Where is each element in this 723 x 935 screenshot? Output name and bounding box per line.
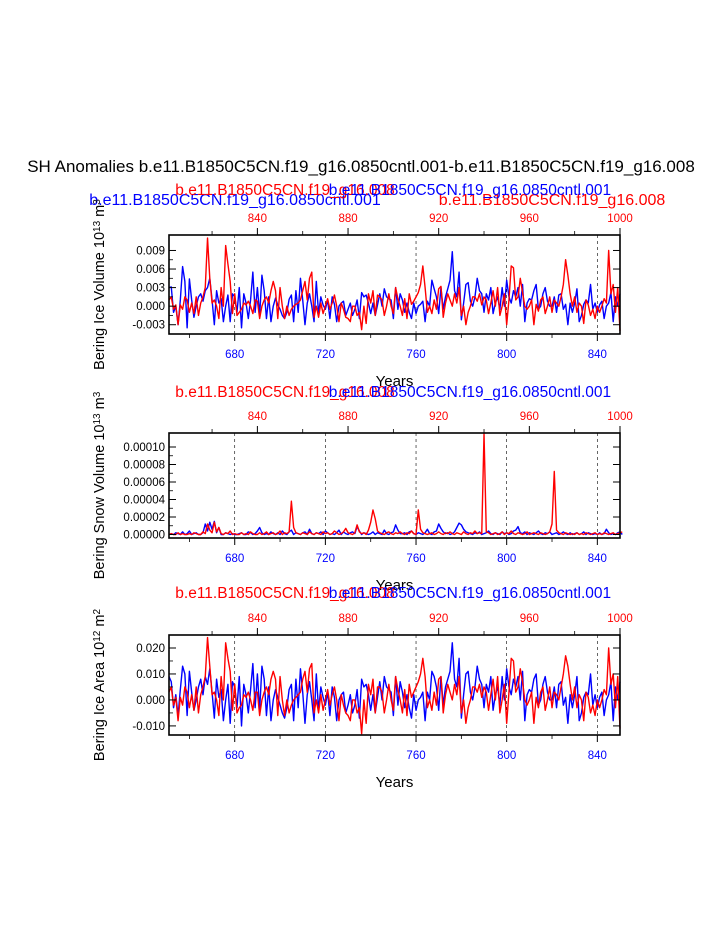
y-tick-label: 0.00000 bbox=[123, 530, 165, 542]
x-tick-label-top: 840 bbox=[248, 613, 267, 625]
y-tick-label: 0.00008 bbox=[123, 460, 165, 472]
x-tick-label-bottom: 760 bbox=[406, 553, 425, 565]
y-tick-label: 0.020 bbox=[136, 643, 165, 655]
y-tick-label: 0.00004 bbox=[123, 495, 165, 507]
x-tick-label-top: 840 bbox=[248, 213, 267, 225]
y-tick-label: 0.00002 bbox=[123, 512, 165, 524]
y-axis-label-text: m bbox=[92, 205, 108, 221]
x-tick-label-top: 1000 bbox=[607, 411, 633, 423]
x-tick-label-top: 1000 bbox=[607, 613, 633, 625]
x-tick-label-top: 880 bbox=[338, 613, 357, 625]
x-tick-label-top: 960 bbox=[520, 411, 539, 423]
y-tick-label: -0.003 bbox=[132, 320, 165, 332]
y-tick-label: 0.009 bbox=[136, 245, 165, 257]
panel-title-red: b.e11.B1850C5CN.f19_g16.008 bbox=[175, 384, 394, 401]
chart-panel-3: -0.010 0.000 0.010 0.020 680 720 760 800 840 840 8… bbox=[92, 585, 633, 791]
y-tick-label: 0.006 bbox=[136, 264, 165, 276]
x-tick-label-top: 840 bbox=[248, 411, 267, 423]
x-tick-label-top: 920 bbox=[429, 411, 448, 423]
x-axis-label: Years bbox=[376, 373, 414, 390]
x-tick-label-bottom: 680 bbox=[225, 553, 244, 565]
x-tick-label-bottom: 720 bbox=[316, 349, 335, 361]
y-axis-label-exponent: 12 bbox=[92, 630, 103, 642]
y-axis-label-text: Bering Ice Volume 10 bbox=[92, 232, 108, 370]
chart-panel-1: -0.003 0.000 0.003 0.006 0.009 680 720 760 800 84… bbox=[92, 182, 633, 390]
plot-frame bbox=[168, 432, 621, 539]
y-axis-label-text: Bering Snow Volume 10 bbox=[92, 425, 108, 580]
panel-title-blue: b.e11.B1850C5CN.f19_g16.0850cntl.001 bbox=[329, 182, 611, 199]
y-tick-label: 0.000 bbox=[136, 695, 165, 707]
panel-title-blue: b.e11.B1850C5CN.f19_g16.0850cntl.001 bbox=[329, 585, 611, 602]
x-tick-label-bottom: 720 bbox=[316, 750, 335, 762]
x-tick-label-bottom: 800 bbox=[497, 750, 516, 762]
x-tick-label-top: 880 bbox=[338, 411, 357, 423]
x-tick-label-bottom: 840 bbox=[588, 750, 607, 762]
y-axis-label: Bering Ice Volume 1013 m3 bbox=[92, 199, 109, 370]
x-axis-label: Years bbox=[376, 577, 414, 594]
y-axis-label-exponent: 3 bbox=[92, 199, 103, 205]
series-line-red bbox=[168, 636, 621, 735]
panels: -0.003 0.000 0.003 0.006 0.009 680 720 760 800 84… bbox=[92, 182, 633, 791]
y-axis-label-text: Bering Ice Area 10 bbox=[92, 642, 108, 761]
y-tick-label: 0.00006 bbox=[123, 477, 165, 489]
y-axis-label-exponent: 2 bbox=[92, 609, 103, 615]
chart-panel-2: 0.00000 0.00002 0.00004 0.00006 0.00008 0.000… bbox=[92, 384, 633, 594]
x-tick-label-bottom: 680 bbox=[225, 349, 244, 361]
x-tick-label-top: 920 bbox=[429, 613, 448, 625]
x-tick-label-bottom: 840 bbox=[588, 553, 607, 565]
y-axis-label-text: m bbox=[92, 397, 108, 413]
x-axis-label: Years bbox=[376, 774, 414, 791]
x-tick-label-bottom: 760 bbox=[406, 750, 425, 762]
y-axis-label: Bering Ice Area 1012 m2 bbox=[92, 609, 109, 762]
y-tick-label: -0.010 bbox=[132, 721, 165, 733]
y-tick-label: 0.003 bbox=[136, 283, 165, 295]
x-tick-label-bottom: 800 bbox=[497, 553, 516, 565]
page-title: SH Anomalies b.e11.B1850C5CN.f19_g16.085… bbox=[27, 157, 695, 176]
plot-frame bbox=[168, 634, 621, 736]
y-axis-label-exponent: 13 bbox=[92, 413, 103, 425]
y-axis-label-exponent: 3 bbox=[92, 391, 103, 397]
x-tick-label-bottom: 720 bbox=[316, 553, 335, 565]
x-tick-label-top: 880 bbox=[338, 213, 357, 225]
x-tick-label-bottom: 840 bbox=[588, 349, 607, 361]
y-tick-label: 0.000 bbox=[136, 301, 165, 313]
x-tick-label-bottom: 760 bbox=[406, 349, 425, 361]
top-title-red: b.e11.B1850C5CN.f19_g16.008 bbox=[439, 192, 666, 209]
y-axis-label-exponent: 13 bbox=[92, 220, 103, 232]
y-tick-label: 0.00010 bbox=[123, 442, 165, 454]
y-axis-label-text: m bbox=[92, 615, 108, 631]
top-title-blue: b.e11.B1850C5CN.f19_g16.0850cntl.001 bbox=[89, 192, 381, 209]
x-tick-label-top: 1000 bbox=[607, 213, 633, 225]
panel-title-red: b.e11.B1850C5CN.f19_g16.008 bbox=[175, 585, 394, 602]
x-tick-label-bottom: 680 bbox=[225, 750, 244, 762]
series-line-red bbox=[168, 237, 621, 331]
series-line-red bbox=[168, 433, 623, 536]
x-tick-label-top: 920 bbox=[429, 213, 448, 225]
x-tick-label-top: 960 bbox=[520, 613, 539, 625]
plot-frame bbox=[168, 234, 621, 335]
panel-title-blue: b.e11.B1850C5CN.f19_g16.0850cntl.001 bbox=[329, 384, 611, 401]
panel-title-red: b.e11.B1850C5CN.f19_g16.008 bbox=[175, 182, 394, 199]
y-tick-label: 0.010 bbox=[136, 669, 165, 681]
x-tick-label-bottom: 800 bbox=[497, 349, 516, 361]
y-axis-label: Bering Snow Volume 1013 m3 bbox=[92, 391, 109, 579]
series-line-blue bbox=[168, 251, 621, 329]
x-tick-label-top: 960 bbox=[520, 213, 539, 225]
